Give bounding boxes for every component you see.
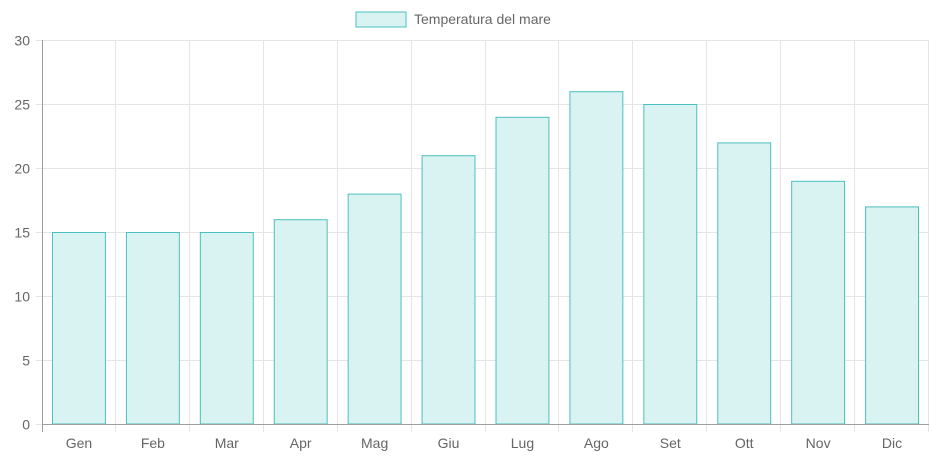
x-tick-label: Lug [511, 435, 534, 451]
bar-set[interactable] [643, 104, 698, 425]
x-tick-label: Ago [584, 435, 609, 451]
legend[interactable]: Temperatura del mare [355, 11, 551, 28]
y-tick-label: 20 [14, 161, 30, 177]
y-tick-labels: 0 5 10 15 20 25 30 [14, 33, 30, 433]
bar-lug[interactable] [495, 116, 550, 425]
y-tick-label: 5 [22, 353, 30, 369]
legend-swatch[interactable] [355, 11, 407, 28]
bar-mag[interactable] [347, 193, 402, 425]
y-tick-label: 30 [14, 33, 30, 49]
bar-mar[interactable] [199, 232, 254, 425]
bar-gen[interactable] [52, 232, 106, 425]
bar-nov[interactable] [791, 180, 846, 425]
x-tick-label: Mar [215, 435, 239, 451]
bar-feb[interactable] [125, 232, 180, 425]
x-tick-label: Nov [806, 435, 831, 451]
bar-ott[interactable] [717, 142, 772, 425]
x-tick-label: Ott [735, 435, 754, 451]
bar-ago[interactable] [569, 91, 624, 425]
y-tick-label: 15 [14, 225, 30, 241]
x-tick-labels: Gen Feb Mar Apr Mag Giu Lug Ago Set Ott Nov Dic [66, 435, 902, 451]
y-tick-label: 10 [14, 289, 30, 305]
legend-label[interactable]: Temperatura del mare [414, 11, 551, 27]
bar-giu[interactable] [421, 155, 476, 425]
x-tick-label: Apr [290, 435, 312, 451]
x-tick-label: Dic [882, 435, 902, 451]
x-tick-label: Gen [66, 435, 92, 451]
bars [52, 91, 919, 425]
bar-apr[interactable] [273, 219, 328, 425]
y-tick-label: 0 [22, 417, 30, 433]
bar-dic[interactable] [865, 206, 919, 425]
axes [36, 40, 929, 432]
x-tick-label: Feb [141, 435, 165, 451]
x-tick-label: Set [660, 435, 681, 451]
x-tick-label: Mag [361, 435, 388, 451]
x-tick-label: Giu [438, 435, 460, 451]
y-tick-label: 25 [14, 97, 30, 113]
